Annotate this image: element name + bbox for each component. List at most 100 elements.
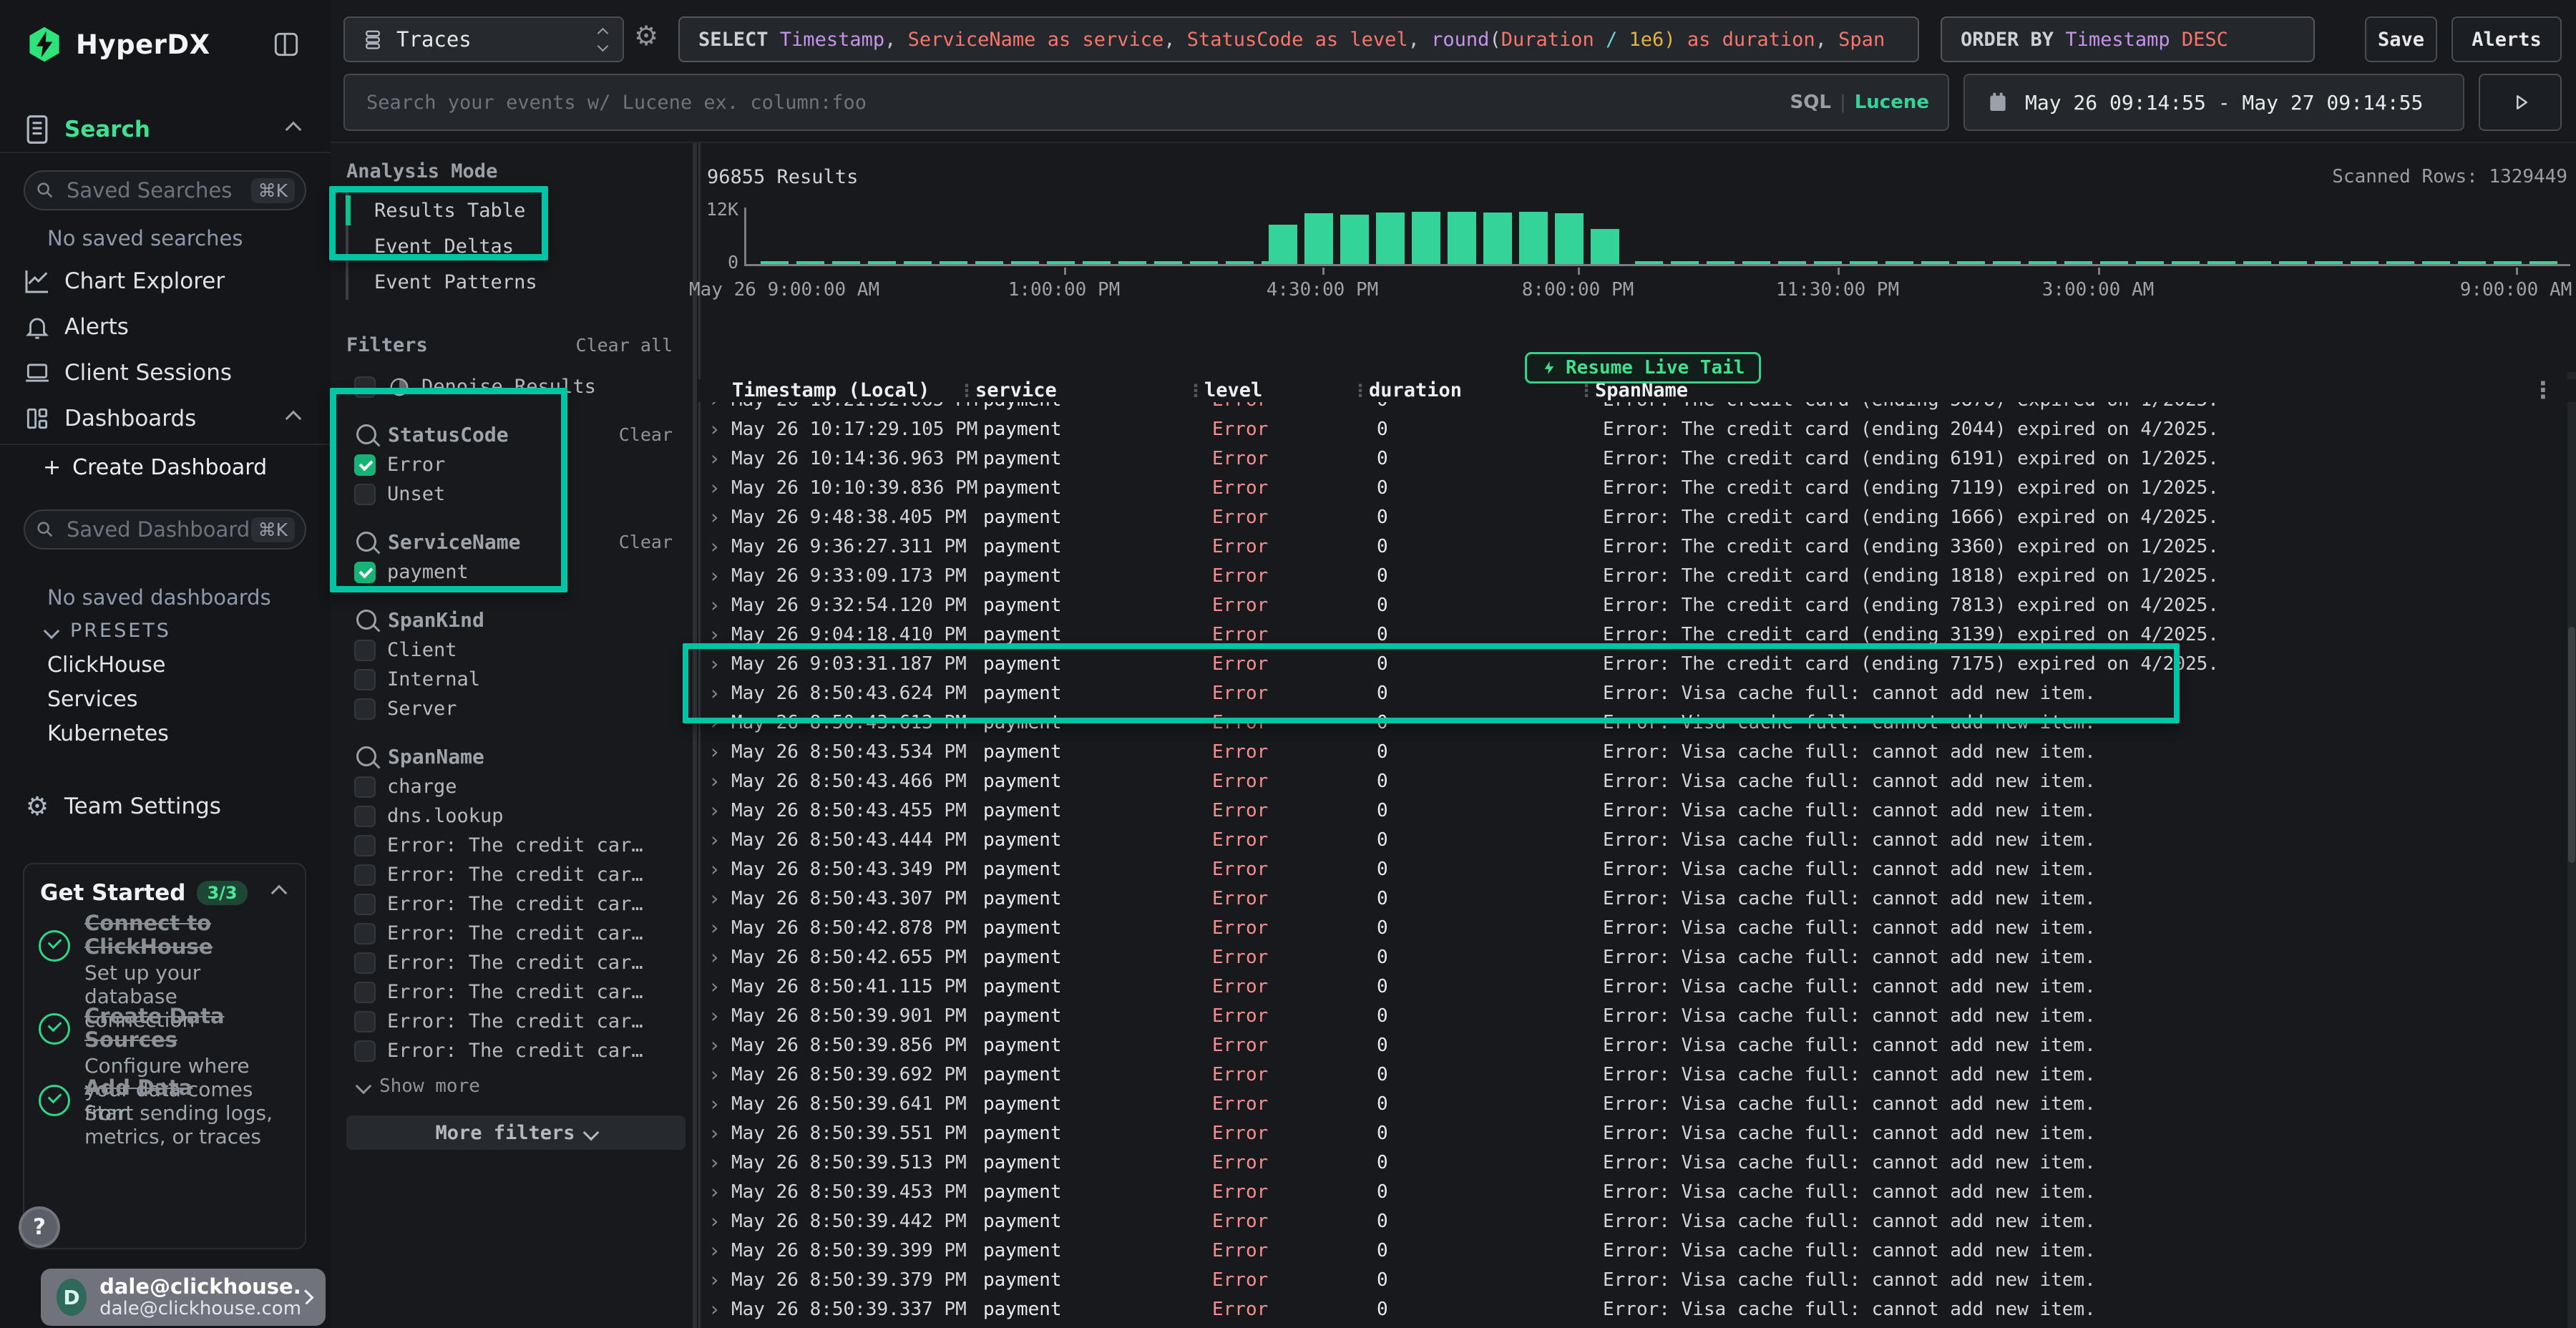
chevron-up-icon[interactable] (271, 885, 288, 902)
sidebar-item-services[interactable]: Services (47, 687, 138, 712)
event-search-box[interactable]: SQL | Lucene (343, 74, 1949, 131)
col-duration[interactable]: duration (1369, 379, 1462, 401)
checkbox[interactable] (354, 698, 376, 720)
table-row[interactable]: › May 26 8:50:43.455 PM payment Error 0 … (698, 796, 2576, 825)
table-row[interactable]: › May 26 8:50:39.513 PM payment Error 0 … (698, 1148, 2576, 1177)
row-expand-chevron[interactable]: › (698, 711, 731, 734)
table-row[interactable]: › May 26 8:50:43.613 PM payment Error 0 … (698, 708, 2576, 737)
filter-option[interactable]: Error: The credit card … (331, 1036, 698, 1065)
clear-all-button[interactable]: Clear all (576, 335, 673, 356)
table-row[interactable]: › May 26 8:50:39.337 PM payment Error 0 … (698, 1294, 2576, 1324)
table-row[interactable]: › May 26 8:50:39.399 PM payment Error 0 … (698, 1236, 2576, 1265)
checkbox[interactable] (354, 640, 376, 661)
row-expand-chevron[interactable]: › (698, 564, 731, 587)
col-service[interactable]: service (975, 379, 1057, 401)
table-row[interactable]: › May 26 9:03:31.187 PM payment Error 0 … (698, 649, 2576, 678)
row-expand-chevron[interactable]: › (698, 446, 731, 470)
sidebar-item-search[interactable]: Search (0, 109, 331, 150)
create-dashboard-button[interactable]: + Create Dashboard (43, 455, 267, 480)
save-button[interactable]: Save (2365, 16, 2437, 62)
analysis-mode-results-table[interactable]: Results Table (348, 192, 698, 228)
table-row[interactable]: › May 26 8:50:39.856 PM payment Error 0 … (698, 1030, 2576, 1060)
row-expand-chevron[interactable]: › (698, 945, 731, 969)
row-expand-chevron[interactable]: › (698, 1268, 731, 1292)
show-more-button[interactable]: Show more (358, 1075, 698, 1097)
row-expand-chevron[interactable]: › (698, 799, 731, 822)
column-resize-handle[interactable]: ⋮ (958, 381, 975, 401)
row-expand-chevron[interactable]: › (698, 593, 731, 617)
saved-dashboards-input[interactable] (65, 517, 251, 542)
row-expand-chevron[interactable]: › (698, 1180, 731, 1204)
filter-option[interactable]: dns.lookup (331, 801, 698, 831)
filter-option[interactable]: payment (331, 557, 698, 587)
table-row[interactable]: › May 26 8:50:39.901 PM payment Error 0 … (698, 1001, 2576, 1030)
row-expand-chevron[interactable]: › (698, 916, 731, 939)
row-expand-chevron[interactable]: › (698, 1033, 731, 1057)
sidebar-item-kubernetes[interactable]: Kubernetes (47, 721, 169, 746)
row-expand-chevron[interactable]: › (698, 534, 731, 558)
checkbox[interactable] (354, 982, 376, 1003)
search-icon[interactable] (356, 746, 376, 766)
table-row[interactable]: › May 26 10:17:29.105 PM payment Error 0… (698, 414, 2576, 444)
row-expand-chevron[interactable]: › (698, 1151, 731, 1174)
table-row[interactable]: › May 26 9:33:09.173 PM payment Error 0 … (698, 561, 2576, 590)
column-resize-handle[interactable]: ⋮ (1352, 381, 1369, 401)
table-row[interactable]: › May 26 8:50:43.534 PM payment Error 0 … (698, 737, 2576, 766)
filter-option[interactable]: Error: The credit card … (331, 1007, 698, 1036)
denoise-results-option[interactable]: Denoise Results (331, 372, 698, 401)
analysis-mode-event-deltas[interactable]: Event Deltas (348, 228, 698, 264)
row-expand-chevron[interactable]: › (698, 828, 731, 851)
sidebar-collapse-icon[interactable] (270, 29, 302, 60)
table-row[interactable]: › May 26 9:04:18.410 PM payment Error 0 … (698, 620, 2576, 649)
run-query-button[interactable] (2479, 74, 2562, 131)
row-expand-chevron[interactable]: › (698, 1239, 731, 1262)
help-button[interactable]: ? (19, 1206, 60, 1248)
gear-icon[interactable]: ⚙ (634, 20, 658, 52)
sidebar-item-alerts[interactable]: Alerts (0, 306, 331, 348)
checkbox[interactable] (354, 484, 376, 505)
checkbox[interactable] (354, 1011, 376, 1032)
filter-option[interactable]: Error (331, 450, 698, 479)
lucene-mode-toggle[interactable]: Lucene (1855, 92, 1929, 113)
row-expand-chevron[interactable]: › (698, 1004, 731, 1027)
analysis-mode-event-patterns[interactable]: Event Patterns (348, 264, 698, 300)
row-expand-chevron[interactable]: › (698, 887, 731, 910)
row-expand-chevron[interactable]: › (698, 1297, 731, 1321)
table-row[interactable]: › May 26 8:50:43.349 PM payment Error 0 … (698, 854, 2576, 884)
sql-select-box[interactable]: SELECT Timestamp, ServiceName as service… (678, 16, 1919, 62)
sidebar-item-clickhouse[interactable]: ClickHouse (47, 653, 166, 678)
table-row[interactable]: › May 26 8:50:42.878 PM payment Error 0 … (698, 913, 2576, 942)
table-row[interactable]: › May 26 10:10:39.836 PM payment Error 0… (698, 473, 2576, 502)
filter-option[interactable]: Error: The credit card … (331, 919, 698, 948)
checkbox[interactable] (354, 835, 376, 856)
filter-option[interactable]: Error: The credit card … (331, 831, 698, 860)
table-row[interactable]: › May 26 9:32:54.120 PM payment Error 0 … (698, 590, 2576, 620)
search-icon[interactable] (356, 424, 376, 444)
filter-option[interactable]: Unset (331, 479, 698, 509)
sql-orderby-box[interactable]: ORDER BY Timestamp DESC (1941, 16, 2315, 62)
row-expand-chevron[interactable]: › (698, 417, 731, 441)
clear-filter-button[interactable]: Clear (619, 424, 673, 445)
checkbox[interactable] (354, 669, 376, 690)
filter-option[interactable]: Error: The credit card … (331, 889, 698, 919)
source-select[interactable]: Traces (343, 16, 624, 62)
row-expand-chevron[interactable]: › (698, 740, 731, 763)
table-row[interactable]: › May 26 8:50:42.655 PM payment Error 0 … (698, 942, 2576, 972)
filter-option[interactable]: Internal (331, 665, 698, 694)
column-resize-handle[interactable]: ⋮ (1578, 381, 1595, 401)
row-expand-chevron[interactable]: › (698, 1209, 731, 1233)
table-row[interactable]: › May 26 8:50:39.641 PM payment Error 0 … (698, 1089, 2576, 1118)
table-row[interactable]: › May 26 8:50:39.692 PM payment Error 0 … (698, 1060, 2576, 1089)
saved-searches-search[interactable]: ⌘K (24, 170, 306, 210)
filter-option[interactable]: Server (331, 694, 698, 723)
filter-option[interactable]: charge (331, 772, 698, 801)
row-expand-chevron[interactable]: › (698, 622, 731, 646)
row-expand-chevron[interactable]: › (698, 681, 731, 705)
event-search-input[interactable] (365, 91, 1790, 114)
checkbox[interactable] (354, 806, 376, 827)
table-row[interactable]: › May 26 8:50:41.115 PM payment Error 0 … (698, 972, 2576, 1001)
table-row[interactable]: › May 26 8:50:43.444 PM payment Error 0 … (698, 825, 2576, 854)
column-resize-handle[interactable]: ⋮ (1187, 381, 1204, 401)
results-histogram[interactable]: 12K 0 May 26 9:00:00 AM1:00:00 PM4:30:00… (698, 143, 2576, 315)
row-expand-chevron[interactable]: › (698, 652, 731, 675)
